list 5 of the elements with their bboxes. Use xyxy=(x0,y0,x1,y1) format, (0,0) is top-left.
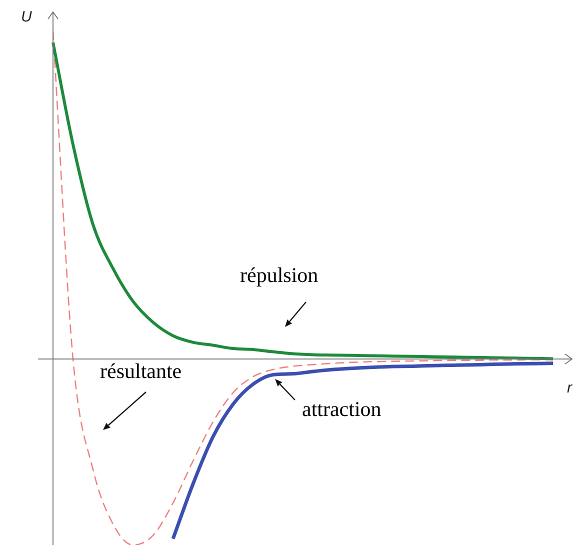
y-axis-title: U xyxy=(21,8,32,26)
text: répulsion xyxy=(240,263,319,287)
x-axis-title: r xyxy=(567,380,573,397)
series-label: résultante xyxy=(100,359,182,383)
series-label: attraction xyxy=(302,397,382,421)
